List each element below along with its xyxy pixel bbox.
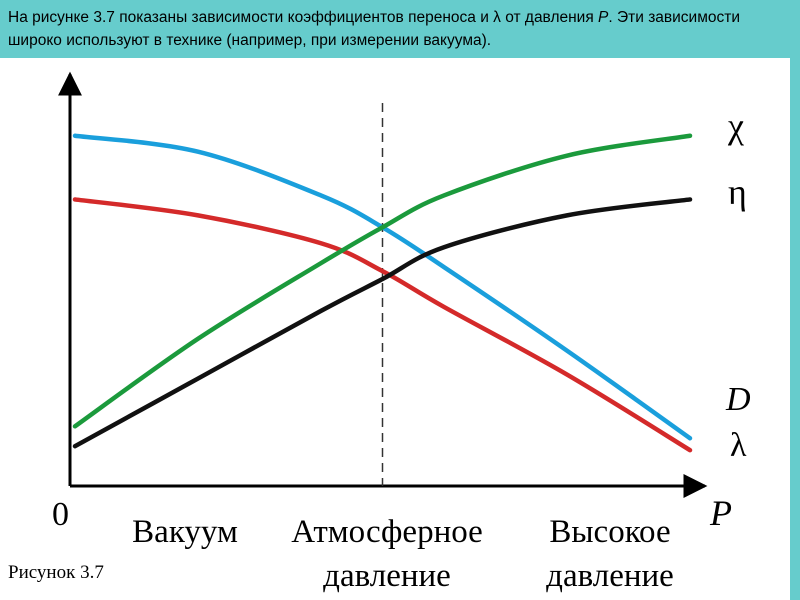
series-eta-line [72,197,693,453]
category-high: Высокое [549,514,670,550]
caption-text: На рисунке 3.7 показаны зависимости коэф… [8,6,788,52]
caption-part2: . Эти зависимости широко используют в те… [8,9,741,49]
origin-label: 0 [52,496,69,533]
series-d-line [72,133,693,429]
label-eta: η [728,172,747,212]
label-chi: χ [727,106,744,146]
figure-label: Рисунок 3.7 [8,562,104,583]
label-d: D [725,381,751,418]
category-atmospheric: Атмосферное [291,514,483,550]
series-lambda-line [72,197,693,449]
category-high-line2: давление [546,558,674,594]
caption-var-p: P [598,9,609,26]
category-atmospheric-line2: давление [323,558,451,594]
x-axis-label: P [709,493,732,533]
label-lambda: λ [730,427,747,464]
transport-coefficients-chart: χ η D λ 0 P Вакуум Атмосферное давление … [52,71,751,594]
figure-panel: χ η D λ 0 P Вакуум Атмосферное давление … [0,58,790,600]
category-vacuum: Вакуум [132,514,238,550]
caption-part1: На рисунке 3.7 показаны зависимости коэф… [8,9,594,26]
